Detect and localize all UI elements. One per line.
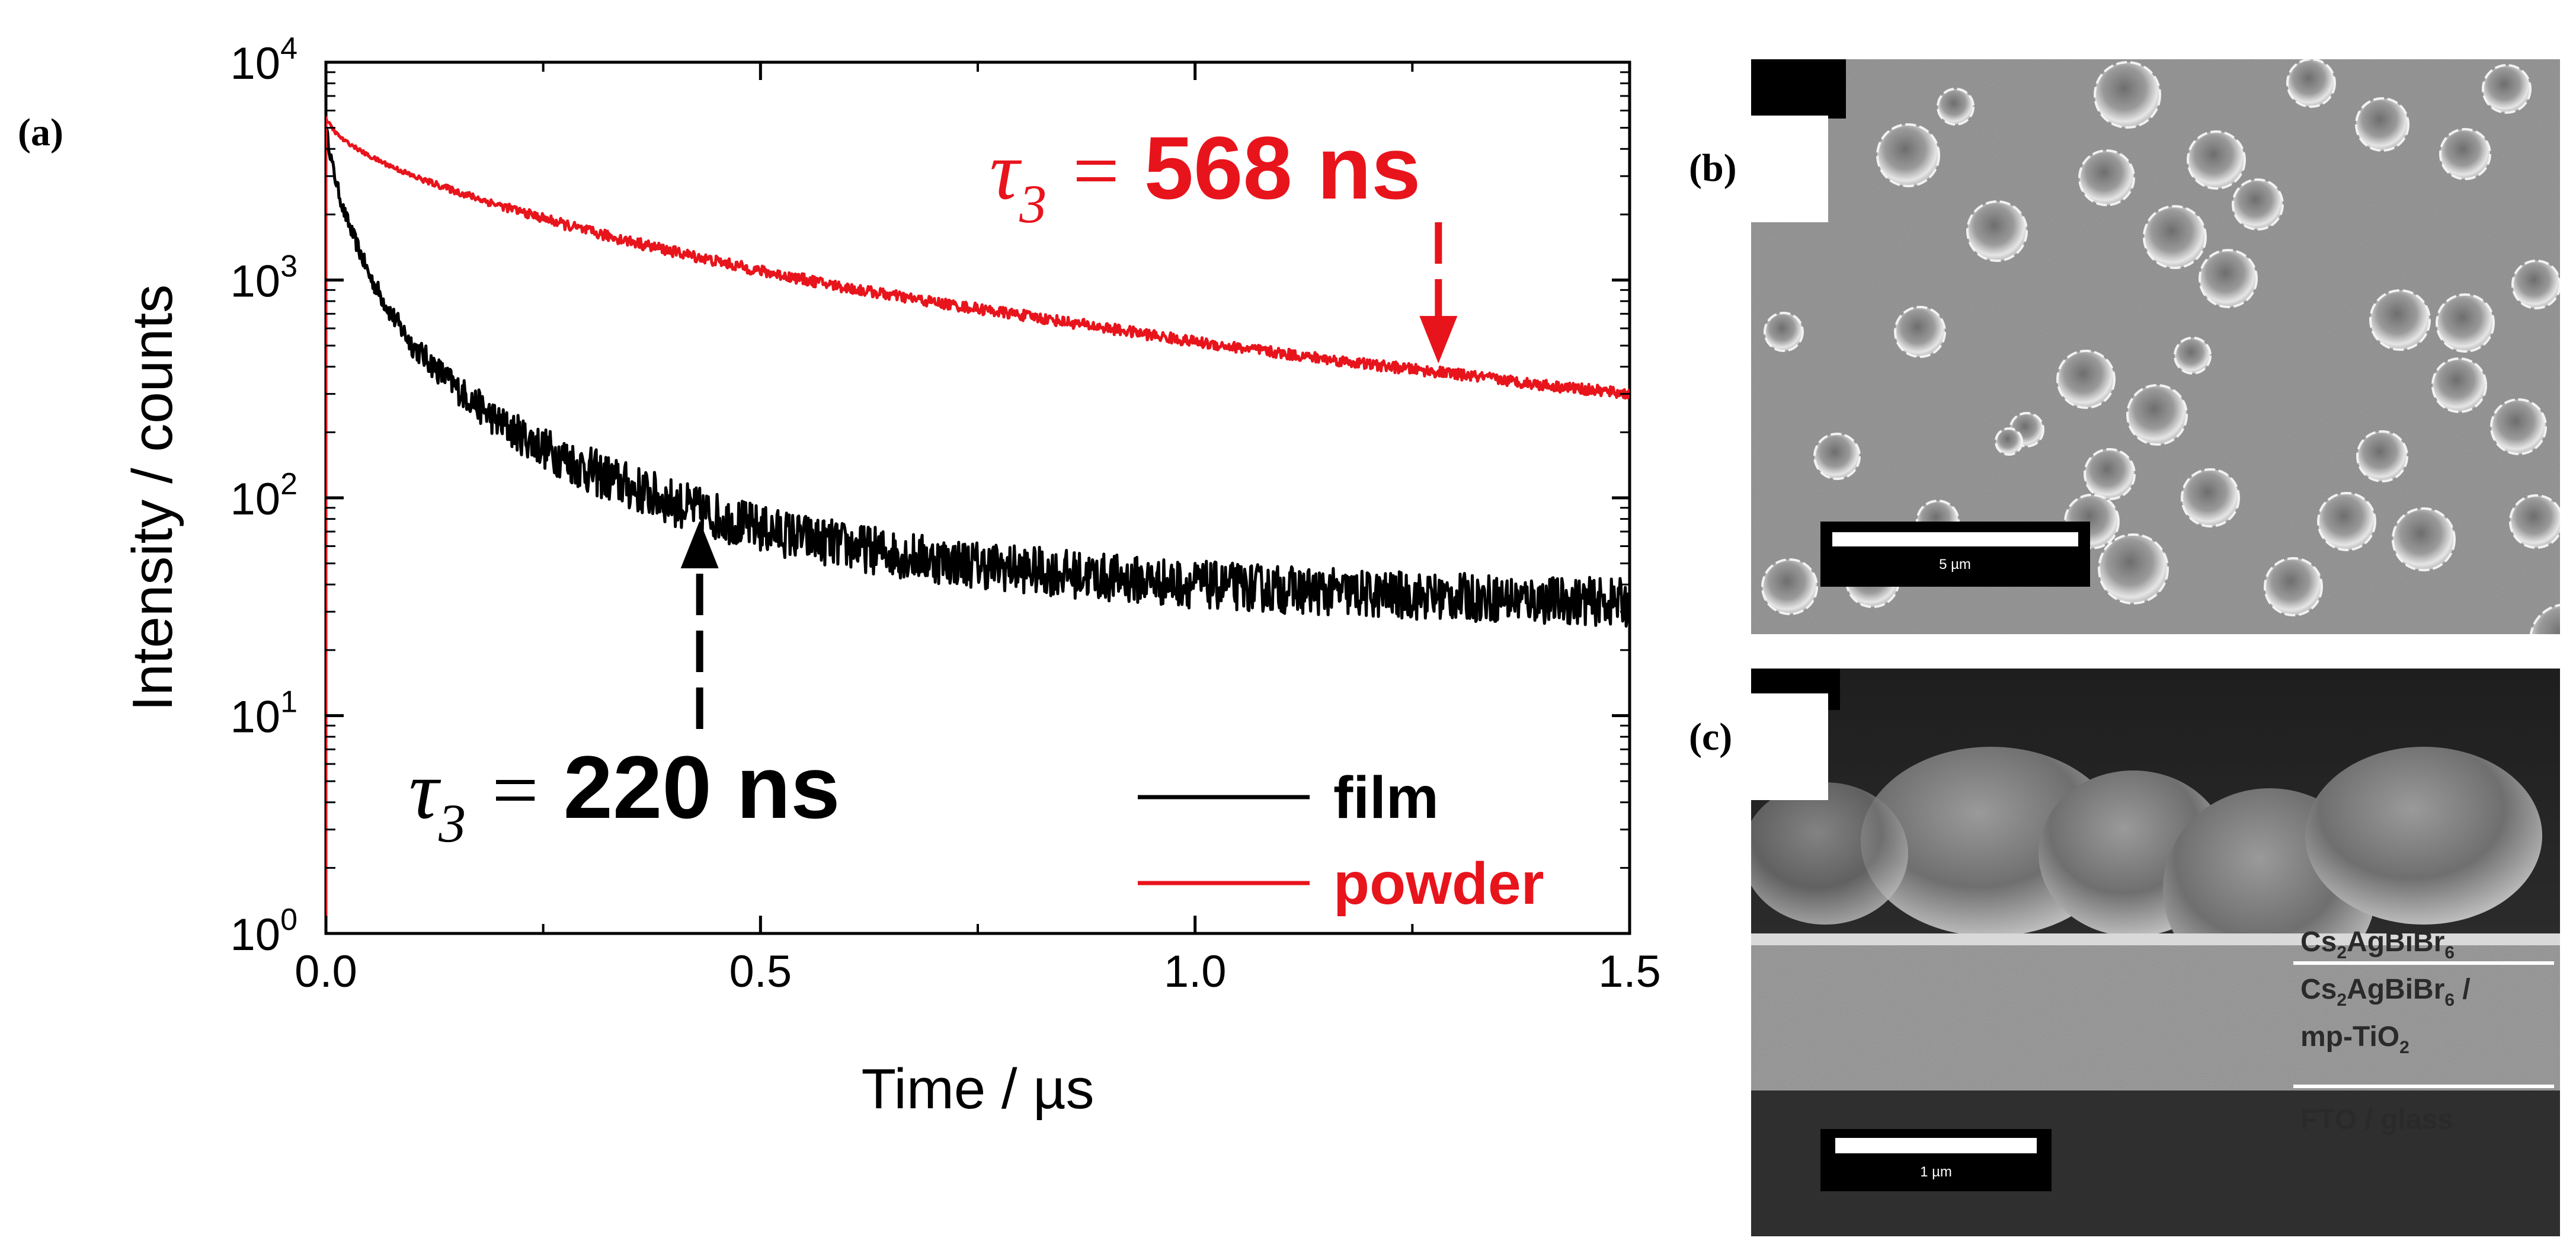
sem-particles (1755, 59, 2560, 634)
sem-particle (2369, 289, 2431, 351)
layer-boundary (1751, 933, 2560, 945)
layer-label-cs2agbibr6-tio2: Cs2AgBiBr6 / (2300, 974, 2471, 1010)
scale-bar-cross-line (1835, 1138, 2037, 1153)
sem-particle (2181, 468, 2240, 527)
y-tick-label: 101 (231, 685, 297, 743)
sem-particle (2317, 492, 2376, 551)
arrow-head (680, 520, 719, 568)
x-tick-label: 1.0 (1164, 946, 1227, 997)
tau-symbol: τ (990, 125, 1022, 217)
sem-particle (1876, 123, 1940, 187)
sem-particle (1995, 427, 2023, 456)
sem-particle (2187, 130, 2246, 190)
panel-label-box-c (1751, 693, 1828, 800)
sem-particle (1761, 558, 1818, 615)
sem-particle (2439, 128, 2491, 180)
layer-label-fto-glass: FTO / glass (2300, 1104, 2453, 1136)
y-tick-label: 104 (231, 31, 297, 89)
sem-particle (2511, 260, 2560, 309)
sem-particle (1966, 200, 2028, 262)
sem-particle (2529, 603, 2560, 634)
legend: film powder (1138, 765, 1544, 917)
scale-bar-top-line (1832, 532, 2078, 546)
sem-particle (1937, 88, 1975, 126)
scale-bar-top: 5 µm (1820, 522, 2090, 587)
crystal-bump (2305, 747, 2542, 925)
tau-subscript: 3 (438, 793, 466, 853)
sem-particle (2431, 357, 2487, 413)
sem-particle (2355, 97, 2409, 152)
series-line-powder (326, 116, 1630, 933)
sem-particle (2264, 557, 2323, 616)
layer-texture (1751, 936, 2560, 1090)
tau-annotation-powder: τ3 = 568 ns (990, 118, 1458, 364)
tau-arrow-powder (1419, 222, 1458, 364)
panel-label-b: (b) (1689, 146, 1737, 190)
sem-particle (2509, 494, 2560, 549)
svg-text:τ3 = 220 ns: τ3 = 220 ns (409, 737, 840, 853)
decay-chart: 0.0 0.5 1.0 1.5 100 101 102 103 104 Time / µs I… (121, 31, 1661, 1121)
legend-label-powder: powder (1333, 850, 1544, 917)
sem-particle (2286, 59, 2336, 108)
layer-label-mp-tio2: mp-TiO2 (2300, 1021, 2409, 1057)
x-ticks: 0.0 0.5 1.0 1.5 (295, 62, 1661, 997)
tau-value: 568 ns (1144, 118, 1421, 218)
series-layer (326, 116, 1630, 933)
x-tick-label: 0.0 (295, 946, 357, 997)
crystal-bump (1751, 782, 1908, 925)
x-tick-label: 0.5 (729, 946, 792, 997)
sem-particle (1813, 433, 1861, 480)
y-tick-label: 102 (231, 467, 297, 525)
sem-cross-section: Cs2AgBiBr6 Cs2AgBiBr6 / mp-TiO2 FTO / gl… (1689, 669, 2560, 1236)
tau-arrow-film (680, 520, 719, 729)
sem-particle (2199, 249, 2258, 308)
y-axis-label: Intensity / counts (121, 284, 184, 711)
tau-subscript: 3 (1019, 174, 1047, 234)
sem-particle (2232, 178, 2284, 231)
y-minor-ticks (326, 71, 1630, 869)
sem-particle (2174, 337, 2212, 375)
sem-particle (2126, 384, 2188, 446)
scale-bar-cross-label: 1 µm (1920, 1164, 1952, 1180)
x-tick-label: 1.5 (1598, 946, 1661, 997)
sem-particle (2392, 507, 2456, 571)
sem-particle (1764, 312, 1804, 352)
panel-label-c: (c) (1689, 715, 1732, 759)
tau-equals: = (1047, 125, 1144, 217)
series-line-film (326, 127, 1630, 933)
sem-particle (2436, 293, 2495, 353)
scale-bar-top-label: 5 µm (1939, 557, 1971, 573)
sem-particle (1894, 306, 1946, 358)
tau-equals: = (466, 744, 563, 836)
sem-top-view: (b) 5 µm (1689, 59, 2560, 634)
scale-bar-cross: 1 µm (1820, 1129, 2052, 1191)
arrow-head (1419, 316, 1458, 364)
sem-particle (2490, 398, 2547, 455)
svg-text:τ3 = 568 ns: τ3 = 568 ns (990, 118, 1421, 234)
panel-label-box-b (1751, 116, 1828, 222)
panel-label-a: (a) (18, 111, 63, 154)
tau-value: 220 ns (564, 737, 840, 837)
sem-particle (2143, 205, 2207, 269)
sem-particle (2098, 533, 2169, 605)
y-ticks: 100 101 102 103 104 (231, 31, 1630, 960)
sem-particle (2056, 350, 2116, 409)
sem-particle (2356, 430, 2408, 482)
x-axis-label: Time / µs (861, 1057, 1094, 1121)
y-tick-label: 100 (231, 903, 297, 960)
sem-top-corner (1751, 59, 1846, 119)
sem-particle (2084, 448, 2136, 500)
sem-particle (2094, 61, 2161, 129)
legend-label-film: film (1333, 765, 1439, 831)
tau-symbol: τ (409, 744, 441, 836)
y-tick-label: 103 (231, 250, 297, 307)
layer-label-cs2agbibr6: Cs2AgBiBr6 (2300, 926, 2455, 962)
sem-particle (2078, 149, 2135, 206)
tau-annotation-film: τ3 = 220 ns (409, 520, 840, 853)
sem-particle (2482, 64, 2532, 114)
